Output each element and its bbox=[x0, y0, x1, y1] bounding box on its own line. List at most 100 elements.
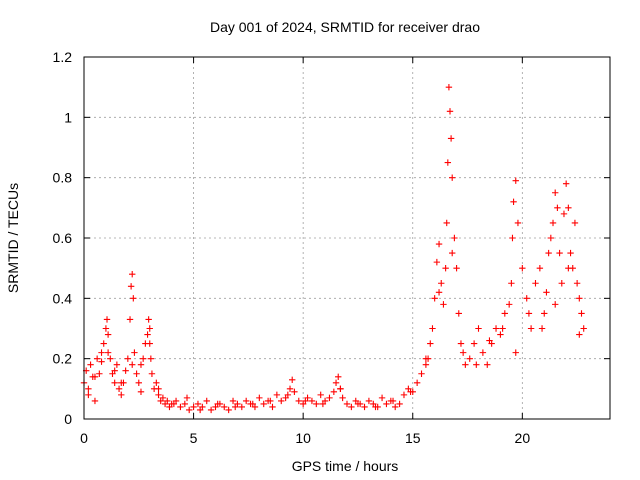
data-point bbox=[519, 264, 526, 272]
data-point bbox=[571, 219, 579, 227]
data-point bbox=[525, 310, 533, 317]
data-point bbox=[466, 355, 473, 362]
data-point bbox=[256, 394, 263, 402]
data-point bbox=[289, 376, 296, 383]
data-point bbox=[459, 349, 467, 356]
data-point bbox=[492, 325, 500, 332]
data-point bbox=[129, 271, 136, 278]
data-point bbox=[538, 325, 546, 332]
data-point bbox=[532, 280, 539, 287]
data-point bbox=[127, 283, 135, 290]
data-point bbox=[313, 400, 320, 408]
data-point bbox=[126, 316, 134, 323]
data-point bbox=[438, 280, 445, 287]
data-point bbox=[122, 367, 129, 374]
axis-ticks bbox=[83, 56, 610, 420]
data-point bbox=[462, 361, 469, 368]
data-point bbox=[115, 385, 123, 393]
data-point bbox=[497, 331, 504, 338]
data-point bbox=[418, 370, 425, 377]
data-point bbox=[444, 159, 452, 166]
data-point bbox=[400, 391, 408, 399]
data-point bbox=[111, 379, 118, 386]
data-point bbox=[96, 370, 103, 377]
data-point bbox=[159, 394, 167, 402]
x-tick-labels: 0 5 10 15 20 bbox=[80, 430, 530, 446]
data-point bbox=[435, 289, 443, 296]
data-point bbox=[186, 406, 193, 414]
data-point bbox=[146, 325, 153, 332]
data-point bbox=[183, 394, 191, 402]
data-point bbox=[554, 204, 561, 212]
data-point bbox=[332, 379, 340, 386]
data-point bbox=[87, 361, 94, 368]
data-point bbox=[295, 397, 302, 405]
data-point bbox=[365, 397, 373, 405]
data-point bbox=[484, 361, 491, 368]
data-point bbox=[153, 379, 160, 386]
data-point bbox=[225, 406, 232, 414]
x-tick-label: 0 bbox=[80, 430, 88, 446]
data-point bbox=[291, 388, 298, 396]
plot-frame bbox=[83, 56, 611, 420]
y-tick-labels: 0 0.2 0.4 0.6 0.8 1 1.2 bbox=[53, 49, 73, 427]
y-axis-label: SRMTID / TECUs bbox=[5, 183, 21, 293]
data-point bbox=[137, 361, 145, 368]
data-point bbox=[164, 397, 171, 405]
data-point bbox=[407, 388, 414, 396]
data-point bbox=[565, 264, 572, 272]
data-point bbox=[442, 264, 449, 272]
data-point bbox=[129, 361, 136, 368]
data-point bbox=[433, 258, 441, 266]
data-point bbox=[98, 349, 105, 356]
data-point bbox=[91, 373, 99, 380]
data-point bbox=[378, 394, 386, 402]
data-point bbox=[514, 219, 522, 227]
x-axis-label: GPS time / hours bbox=[292, 458, 399, 474]
data-point bbox=[286, 385, 294, 393]
data-point bbox=[523, 295, 530, 302]
data-point bbox=[326, 394, 333, 402]
data-point bbox=[413, 379, 421, 386]
data-points bbox=[80, 83, 587, 414]
data-point bbox=[449, 249, 456, 257]
data-point bbox=[354, 400, 362, 408]
data-point bbox=[130, 295, 137, 302]
data-point bbox=[319, 400, 327, 408]
data-point bbox=[100, 340, 107, 347]
x-tick-label: 5 bbox=[190, 430, 198, 446]
data-point bbox=[396, 400, 403, 408]
data-point bbox=[547, 234, 555, 242]
data-point bbox=[573, 280, 581, 287]
data-point bbox=[576, 295, 583, 302]
data-point bbox=[317, 391, 324, 399]
data-point bbox=[447, 135, 455, 142]
y-tick-label: 0.2 bbox=[53, 351, 73, 367]
y-tick-label: 0 bbox=[64, 411, 72, 427]
data-point bbox=[144, 331, 151, 338]
data-point bbox=[475, 325, 482, 332]
data-point bbox=[85, 385, 92, 393]
data-point bbox=[249, 400, 256, 408]
data-point bbox=[508, 280, 515, 287]
data-point bbox=[455, 310, 462, 317]
data-point bbox=[148, 370, 156, 377]
data-point bbox=[139, 355, 147, 362]
data-point bbox=[389, 397, 397, 405]
data-point bbox=[133, 370, 140, 377]
data-point bbox=[453, 264, 460, 272]
data-point bbox=[273, 391, 281, 399]
data-point bbox=[473, 361, 480, 368]
data-point bbox=[431, 295, 438, 302]
data-point bbox=[510, 198, 517, 205]
y-tick-label: 0.8 bbox=[53, 170, 73, 186]
data-point bbox=[545, 249, 552, 257]
data-point bbox=[177, 403, 184, 411]
data-point bbox=[552, 301, 559, 308]
data-point bbox=[470, 340, 478, 347]
data-point bbox=[422, 361, 430, 368]
data-point bbox=[567, 249, 574, 257]
data-point bbox=[170, 400, 178, 408]
data-point bbox=[556, 249, 563, 257]
data-point bbox=[479, 349, 487, 356]
